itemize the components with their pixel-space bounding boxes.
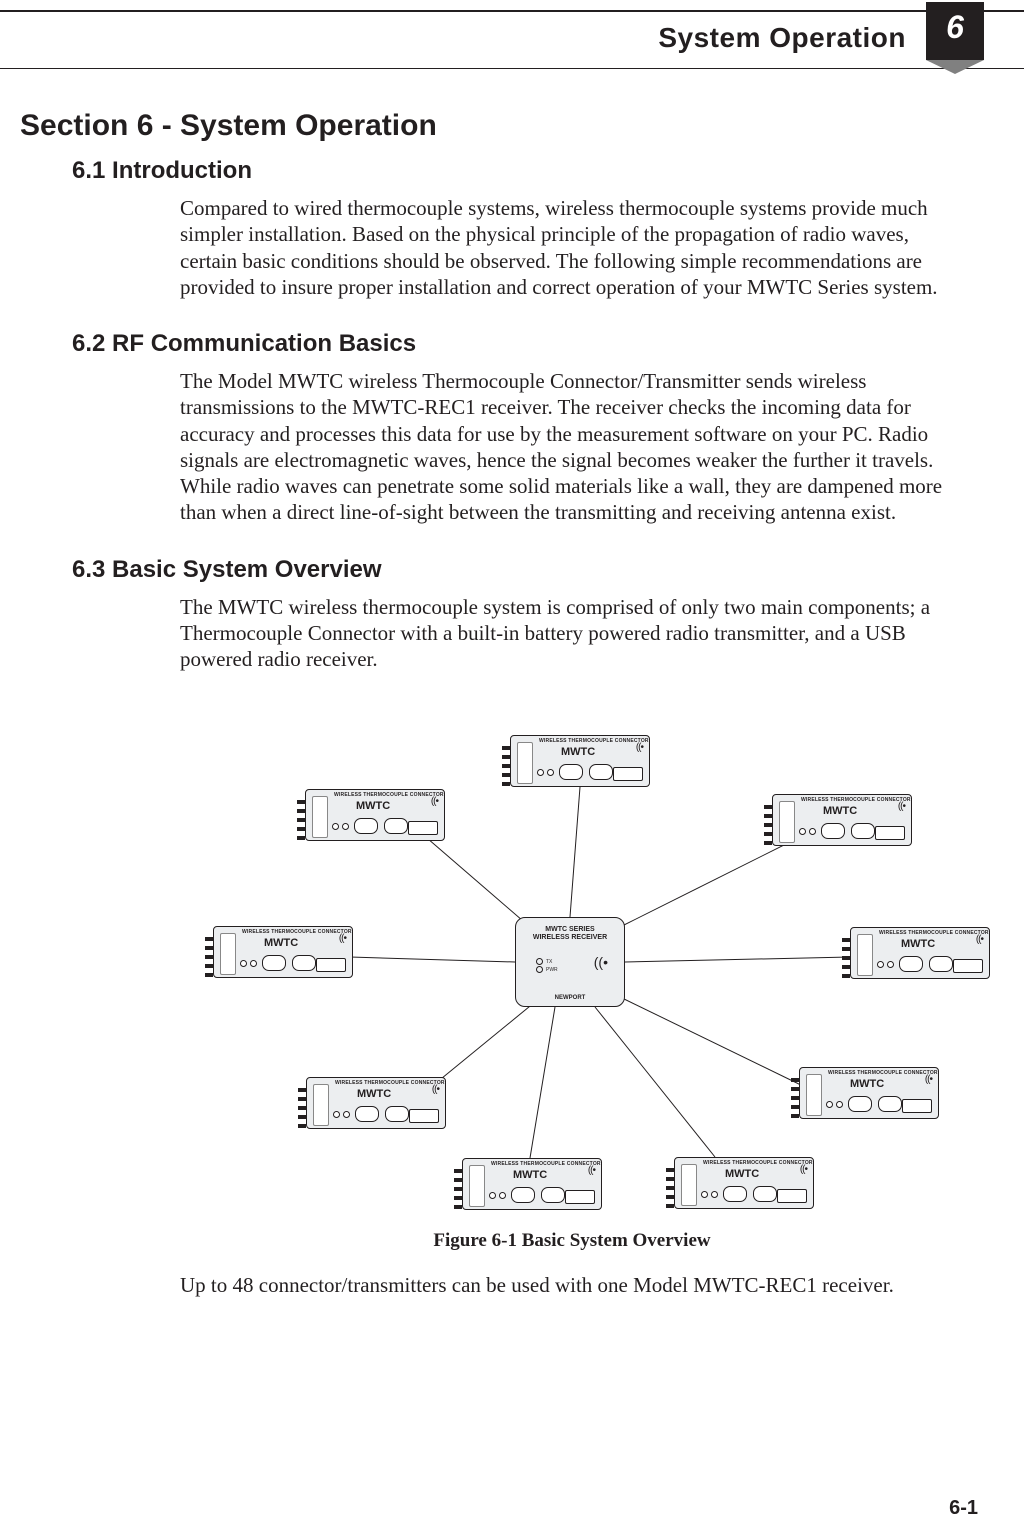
antenna-icon: ((•: [594, 954, 608, 970]
transmitter-box: WIRELESS THERMOCOUPLE CONNECTOR MWTC ((•: [306, 1077, 446, 1129]
antenna-icon: ((•: [800, 1164, 807, 1175]
transmitter-box: WIRELESS THERMOCOUPLE CONNECTOR MWTC ((•: [510, 735, 650, 787]
device-header: WIRELESS THERMOCOUPLE CONNECTOR: [242, 929, 352, 935]
antenna-icon: ((•: [636, 742, 643, 753]
device-header: WIRELESS THERMOCOUPLE CONNECTOR: [335, 1080, 445, 1086]
transmitter-box: WIRELESS THERMOCOUPLE CONNECTOR MWTC ((•: [305, 789, 445, 841]
device-header: WIRELESS THERMOCOUPLE CONNECTOR: [879, 930, 989, 936]
section-title: Section 6 - System Operation: [20, 109, 1024, 143]
subsection-6-3-body: The MWTC wireless thermocouple system is…: [180, 594, 964, 673]
figure-caption: Figure 6-1 Basic System Overview: [180, 1230, 964, 1252]
antenna-icon: ((•: [432, 1084, 439, 1095]
device-header: WIRELESS THERMOCOUPLE CONNECTOR: [828, 1070, 938, 1076]
antenna-icon: ((•: [431, 796, 438, 807]
device-model: MWTC: [823, 805, 857, 817]
subsection-6-2-body: The Model MWTC wireless Thermocouple Con…: [180, 368, 964, 526]
antenna-icon: ((•: [898, 801, 905, 812]
device-model: MWTC: [850, 1078, 884, 1090]
device-header: WIRELESS THERMOCOUPLE CONNECTOR: [703, 1160, 813, 1166]
device-model: MWTC: [513, 1169, 547, 1181]
antenna-icon: ((•: [339, 933, 346, 944]
page-number: 6-1: [949, 1497, 978, 1520]
receiver-title: MWTC SERIES WIRELESS RECEIVER: [516, 926, 624, 941]
device-header: WIRELESS THERMOCOUPLE CONNECTOR: [539, 738, 649, 744]
header-title: System Operation: [658, 22, 906, 54]
transmitter-box: WIRELESS THERMOCOUPLE CONNECTOR MWTC ((•: [462, 1158, 602, 1210]
device-model: MWTC: [356, 800, 390, 812]
device-model: MWTC: [561, 746, 595, 758]
receiver-box: MWTC SERIES WIRELESS RECEIVER TX PWR ((•…: [515, 917, 625, 1007]
subsection-6-1-title: 6.1 Introduction: [72, 157, 1024, 185]
transmitter-box: WIRELESS THERMOCOUPLE CONNECTOR MWTC ((•: [772, 794, 912, 846]
device-model: MWTC: [264, 937, 298, 949]
subsection-6-3-note: Up to 48 connector/transmitters can be u…: [180, 1272, 964, 1298]
antenna-icon: ((•: [976, 934, 983, 945]
receiver-leds: TX PWR: [536, 958, 558, 974]
subsection-6-1-body: Compared to wired thermocouple systems, …: [180, 195, 964, 300]
transmitter-box: WIRELESS THERMOCOUPLE CONNECTOR MWTC ((•: [850, 927, 990, 979]
figure-6-1-diagram: MWTC SERIES WIRELESS RECEIVER TX PWR ((•…: [180, 702, 960, 1222]
chapter-tab: 6: [926, 2, 984, 60]
device-model: MWTC: [901, 938, 935, 950]
transmitter-box: WIRELESS THERMOCOUPLE CONNECTOR MWTC ((•: [213, 926, 353, 978]
subsection-6-2-title: 6.2 RF Communication Basics: [72, 330, 1024, 358]
subsection-6-3-title: 6.3 Basic System Overview: [72, 556, 1024, 584]
device-header: WIRELESS THERMOCOUPLE CONNECTOR: [801, 797, 911, 803]
page-header: System Operation 6: [0, 10, 1024, 69]
antenna-icon: ((•: [925, 1074, 932, 1085]
device-header: WIRELESS THERMOCOUPLE CONNECTOR: [491, 1161, 601, 1167]
transmitter-box: WIRELESS THERMOCOUPLE CONNECTOR MWTC ((•: [674, 1157, 814, 1209]
device-model: MWTC: [357, 1088, 391, 1100]
device-header: WIRELESS THERMOCOUPLE CONNECTOR: [334, 792, 444, 798]
antenna-icon: ((•: [588, 1165, 595, 1176]
transmitter-box: WIRELESS THERMOCOUPLE CONNECTOR MWTC ((•: [799, 1067, 939, 1119]
receiver-brand: NEWPORT: [516, 995, 624, 1001]
device-model: MWTC: [725, 1168, 759, 1180]
